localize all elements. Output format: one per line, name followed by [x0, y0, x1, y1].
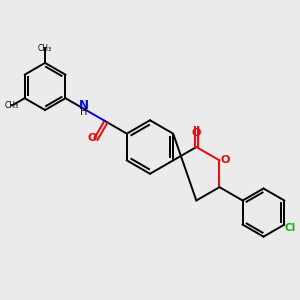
Text: CH₃: CH₃ — [38, 44, 52, 53]
Text: O: O — [220, 155, 230, 165]
Text: N: N — [79, 99, 89, 112]
Text: O: O — [88, 133, 97, 142]
Text: H: H — [80, 107, 88, 117]
Text: O: O — [192, 128, 201, 138]
Text: CH₃: CH₃ — [5, 101, 19, 110]
Text: Cl: Cl — [284, 223, 296, 233]
